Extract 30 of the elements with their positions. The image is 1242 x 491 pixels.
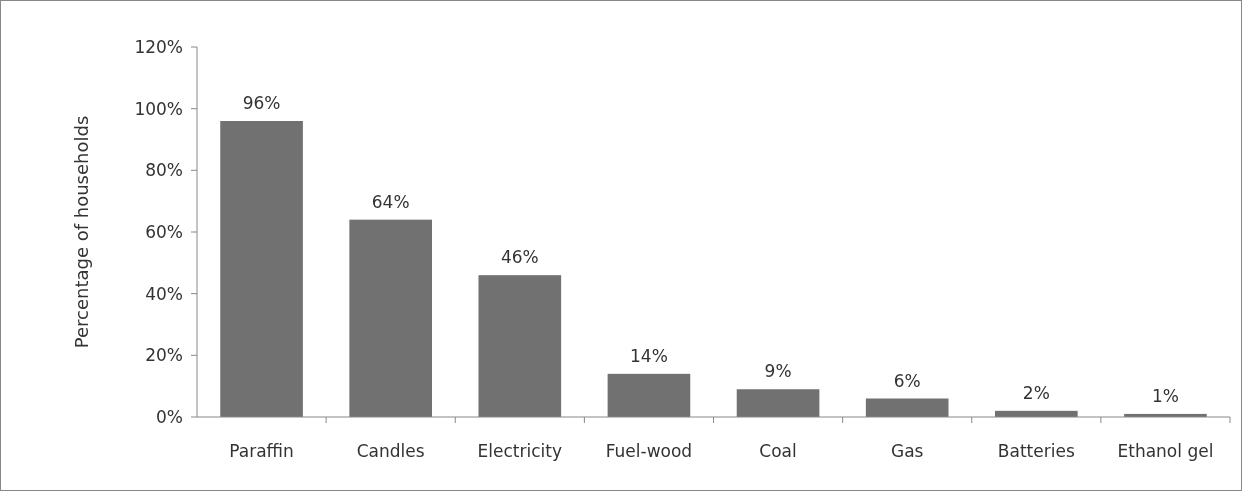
y-tick-label: 20% xyxy=(145,345,183,366)
data-label: 14% xyxy=(630,345,668,366)
bar xyxy=(349,219,433,417)
y-tick-label: 80% xyxy=(145,160,183,181)
x-tick-label: Gas xyxy=(890,441,924,461)
y-tick-label: 60% xyxy=(145,221,183,242)
x-tick-label: Paraffin xyxy=(229,441,294,461)
data-label: 1% xyxy=(1151,385,1179,406)
x-tick-label: Batteries xyxy=(997,441,1075,461)
y-tick-label: 120% xyxy=(134,36,183,57)
bar xyxy=(607,373,691,417)
y-tick-label: 40% xyxy=(145,283,183,304)
data-label: 9% xyxy=(764,361,792,382)
data-label: 96% xyxy=(242,93,281,113)
data-label: 6% xyxy=(893,370,921,391)
data-label: 2% xyxy=(1022,382,1050,403)
y-axis-title: Percentage of households xyxy=(71,115,92,349)
bar xyxy=(865,398,949,417)
bar xyxy=(220,121,303,417)
bar xyxy=(478,275,562,417)
x-tick-label: Coal xyxy=(759,441,797,461)
y-tick-label: 100% xyxy=(134,98,183,119)
x-tick-label: Fuel-wood xyxy=(605,441,693,461)
x-tick-label: Candles xyxy=(356,441,425,461)
bar xyxy=(736,389,820,417)
data-label: 64% xyxy=(371,191,410,212)
data-label: 46% xyxy=(500,247,539,268)
x-tick-label: Ethanol gel xyxy=(1117,441,1214,461)
x-tick-label: Electricity xyxy=(477,441,563,461)
y-tick-label: 0% xyxy=(156,406,183,427)
